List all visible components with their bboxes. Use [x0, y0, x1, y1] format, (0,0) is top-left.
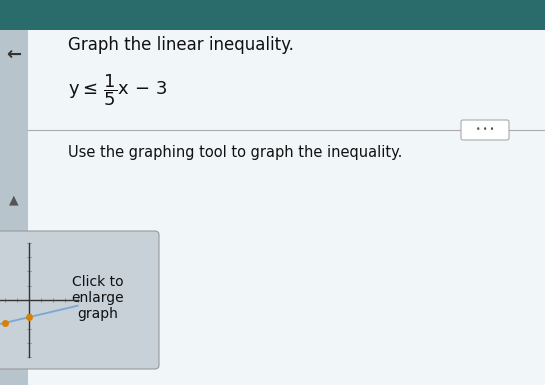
FancyBboxPatch shape — [0, 231, 159, 369]
Text: Click to
enlarge
graph: Click to enlarge graph — [71, 275, 124, 321]
Text: ▲: ▲ — [9, 194, 19, 206]
Text: • • •: • • • — [476, 126, 494, 134]
FancyBboxPatch shape — [461, 120, 509, 140]
Text: Use the graphing tool to graph the inequality.: Use the graphing tool to graph the inequ… — [68, 146, 402, 161]
Text: y$\leq\,\dfrac{1}{5}$x$\,-\,3$: y$\leq\,\dfrac{1}{5}$x$\,-\,3$ — [68, 72, 168, 108]
Bar — [0, 0, 545, 30]
Bar — [0, 30, 28, 385]
Text: ←: ← — [7, 46, 22, 64]
Text: Graph the linear inequality.: Graph the linear inequality. — [68, 36, 294, 54]
